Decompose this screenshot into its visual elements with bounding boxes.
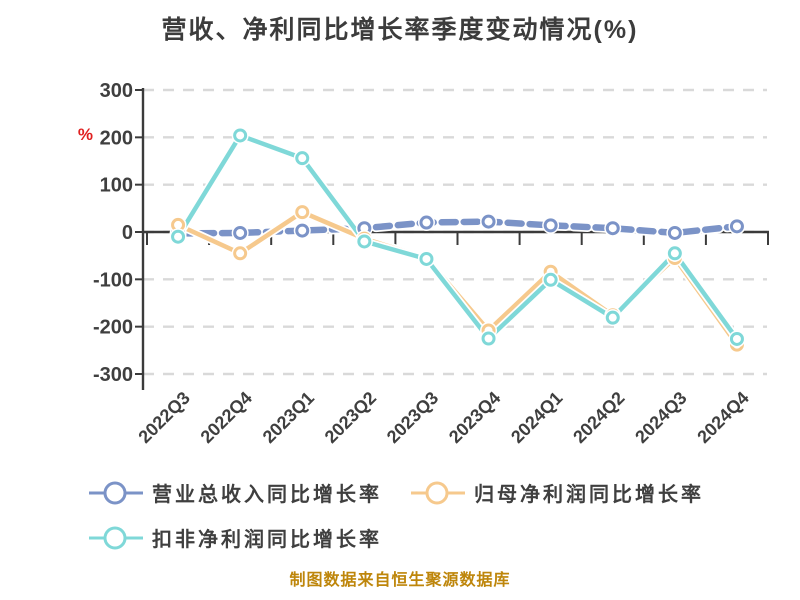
y-axis-label: 0: [122, 222, 133, 244]
series-line-2: [175, 133, 740, 342]
y-axis-label: 200: [100, 127, 133, 149]
data-point-s2-2023Q4: [481, 331, 496, 346]
data-point-s2-2024Q4: [729, 331, 744, 346]
legend-label-net-profit-growth: 归母净利润同比增长率: [474, 484, 704, 506]
data-point-s2-2022Q4: [233, 128, 248, 143]
line-marker-icon: [411, 481, 465, 504]
x-axis-label: 2023Q3: [383, 388, 442, 447]
data-point-s1-2022Q4: [233, 246, 248, 261]
data-point-s0-2022Q4: [233, 225, 248, 240]
line-marker-icon: [89, 481, 143, 504]
legend-label-total-revenue-growth: 营业总收入同比增长率: [152, 484, 382, 506]
y-axis-unit-label: %: [78, 125, 93, 144]
data-point-s2-2024Q2: [605, 310, 620, 325]
legend: 营业总收入同比增长率 归母净利润同比增长率 扣非净利润同比增长率: [88, 470, 778, 560]
x-axis-label: 2022Q3: [134, 388, 193, 447]
data-point-s2-2024Q1: [543, 272, 558, 287]
y-axis-label: -300: [93, 364, 133, 386]
x-axis-label: 2024Q1: [507, 388, 566, 447]
data-point-s2-2023Q2: [357, 234, 372, 249]
data-point-s0-2023Q3: [419, 215, 434, 230]
y-axis-label: 300: [100, 80, 133, 102]
legend-label-non-gaap-profit-growth: 扣非净利润同比增长率: [152, 529, 382, 551]
x-axis-label: 2023Q1: [259, 388, 318, 447]
data-point-s2-2023Q1: [295, 151, 310, 166]
data-point-s0-2024Q2: [605, 221, 620, 236]
data-point-s0-2024Q3: [667, 225, 682, 240]
data-point-s2-2024Q3: [667, 246, 682, 261]
legend-item-non-gaap-profit-growth: 扣非净利润同比增长率: [88, 523, 410, 552]
line-marker-icon: [89, 526, 143, 549]
data-point-s0-2023Q1: [295, 223, 310, 238]
y-axis-label: -200: [93, 317, 133, 339]
x-axis-label: 2023Q4: [445, 388, 504, 447]
data-point-s1-2023Q1: [295, 205, 310, 220]
legend-item-total-revenue-growth: 营业总收入同比增长率: [88, 478, 410, 507]
x-axis-label: 2023Q2: [321, 388, 380, 447]
y-axis-label: -100: [93, 269, 133, 291]
chart-title: 营收、净利同比增长率季度变动情况(%): [161, 16, 639, 44]
legend-row-1: 营业总收入同比增长率 归母净利润同比增长率: [88, 470, 778, 515]
data-point-s0-2023Q4: [481, 214, 496, 229]
data-point-s0-2024Q4: [729, 219, 744, 234]
y-axis-label: 100: [100, 175, 133, 197]
x-axis-label: 2024Q4: [693, 388, 752, 447]
data-point-s2-2022Q3: [171, 229, 186, 244]
data-point-s0-2024Q1: [543, 218, 558, 233]
legend-row-2: 扣非净利润同比增长率: [88, 515, 778, 560]
x-axis-label: 2024Q2: [569, 388, 628, 447]
x-axis-label: 2024Q3: [631, 388, 690, 447]
data-source-note: 制图数据来自恒生聚源数据库: [289, 572, 511, 589]
legend-item-net-profit-growth: 归母净利润同比增长率: [410, 478, 704, 507]
x-axis-label: 2022Q4: [197, 388, 256, 447]
data-point-s2-2023Q3: [419, 251, 434, 266]
